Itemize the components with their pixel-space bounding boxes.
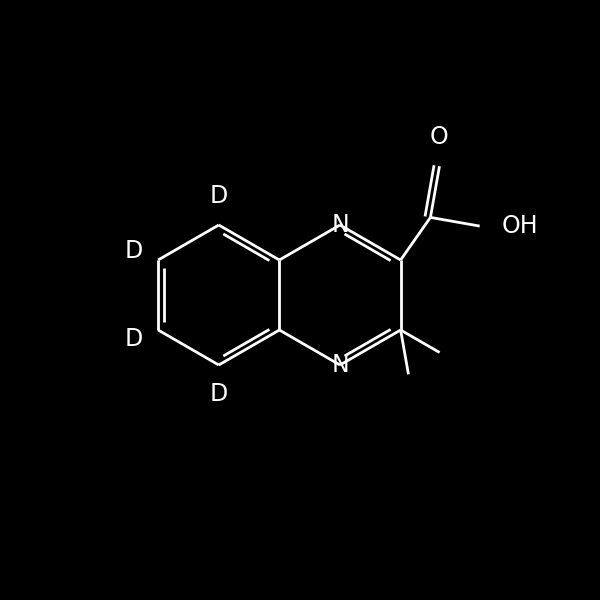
Text: D: D xyxy=(125,326,143,350)
Text: OH: OH xyxy=(502,214,538,238)
Text: D: D xyxy=(209,184,228,208)
Text: D: D xyxy=(209,382,228,406)
Text: N: N xyxy=(331,353,349,377)
Text: N: N xyxy=(331,213,349,237)
Text: O: O xyxy=(430,125,449,149)
Text: D: D xyxy=(125,239,143,263)
